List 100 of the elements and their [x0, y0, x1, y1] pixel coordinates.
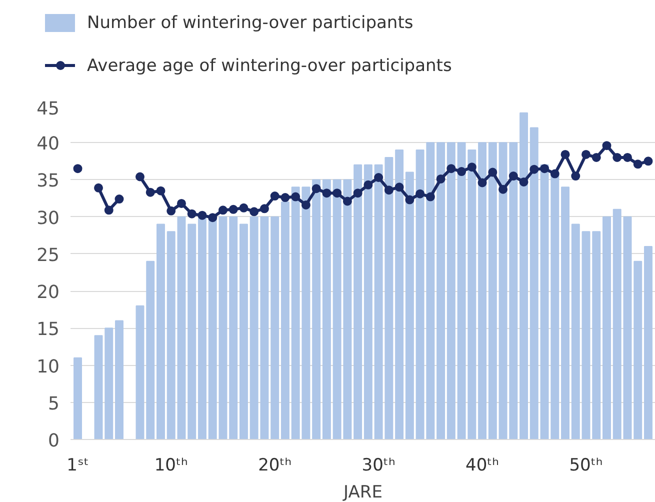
point — [560, 150, 570, 159]
point — [384, 186, 394, 195]
bar — [405, 172, 414, 440]
point — [218, 206, 228, 215]
point — [550, 169, 560, 178]
bar — [644, 246, 652, 440]
bar — [582, 231, 590, 440]
point — [332, 188, 342, 198]
point — [592, 152, 601, 162]
point — [291, 192, 300, 202]
point — [228, 204, 238, 214]
bar — [229, 216, 238, 440]
bar — [634, 260, 642, 440]
bar — [571, 224, 580, 440]
bar — [177, 216, 186, 440]
point — [446, 164, 456, 174]
point — [633, 160, 642, 169]
point — [530, 164, 539, 174]
point — [582, 150, 591, 159]
point — [156, 186, 166, 196]
point — [498, 184, 508, 194]
bar — [146, 260, 155, 440]
y-tick-label: 10 — [36, 356, 60, 378]
point — [478, 178, 487, 188]
x-tick-label: 20ᵗʰ — [258, 456, 292, 476]
point — [467, 162, 476, 172]
x-tick-label: 40ᵗʰ — [466, 456, 500, 476]
point — [364, 180, 373, 190]
bar — [239, 224, 248, 440]
legend-label: Average age of wintering-over participants — [87, 56, 452, 76]
y-tick-label: 25 — [36, 244, 60, 266]
point — [280, 193, 290, 202]
bar — [94, 335, 103, 440]
point — [176, 198, 186, 208]
point — [301, 200, 310, 210]
bar — [592, 231, 601, 440]
y-tick-label: 35 — [36, 170, 60, 192]
bar — [561, 186, 570, 440]
bar — [530, 127, 538, 440]
point — [166, 206, 176, 216]
point — [426, 192, 435, 202]
y-tick-label: 45 — [36, 98, 60, 120]
point — [394, 182, 404, 192]
bar — [395, 150, 404, 440]
bar — [198, 216, 206, 440]
bar — [312, 179, 321, 440]
point — [540, 164, 550, 174]
bar — [322, 179, 331, 440]
bar — [354, 164, 362, 440]
point — [405, 195, 414, 204]
point — [250, 207, 259, 216]
point — [622, 152, 632, 162]
point — [612, 152, 622, 162]
point — [239, 203, 248, 212]
bar — [364, 164, 372, 440]
point — [488, 168, 498, 177]
point — [644, 156, 653, 166]
point — [436, 174, 446, 184]
bar — [115, 320, 124, 440]
point — [508, 172, 518, 181]
x-tick-label: 1ˢᵗ — [66, 456, 89, 476]
point — [187, 209, 196, 218]
point — [322, 188, 332, 198]
point — [146, 188, 155, 197]
point — [73, 164, 82, 174]
bar — [188, 224, 196, 440]
point — [208, 213, 218, 222]
x-tick-label: 10ᵗʰ — [154, 456, 188, 476]
y-tick-label: 30 — [36, 208, 60, 229]
point — [457, 167, 466, 176]
point — [374, 173, 384, 182]
y-tick-label: 40 — [36, 134, 60, 155]
bar — [270, 216, 280, 440]
point — [602, 141, 612, 150]
bar — [436, 142, 446, 440]
y-tick-label: 20 — [36, 282, 60, 304]
bar — [166, 231, 176, 440]
x-axis-title: JARE — [342, 482, 382, 502]
bar — [74, 357, 82, 440]
point — [104, 206, 114, 215]
bar — [136, 305, 144, 440]
x-tick-label: 30ᵗʰ — [362, 456, 396, 476]
y-tick-label: 15 — [36, 319, 60, 340]
point — [312, 184, 321, 194]
bar — [602, 216, 611, 440]
point — [353, 188, 362, 198]
bar — [478, 142, 487, 440]
y-tick-label: 5 — [48, 393, 60, 414]
bar — [623, 216, 632, 440]
point — [519, 177, 528, 186]
point — [135, 172, 144, 182]
x-tick-label: 50ᵗʰ — [569, 456, 603, 476]
bar — [520, 112, 528, 440]
point — [270, 192, 280, 201]
bar — [446, 142, 456, 440]
bar — [612, 208, 622, 440]
bar — [156, 224, 165, 440]
point — [114, 194, 124, 204]
y-tick-label: 0 — [48, 430, 60, 452]
point — [94, 183, 104, 192]
